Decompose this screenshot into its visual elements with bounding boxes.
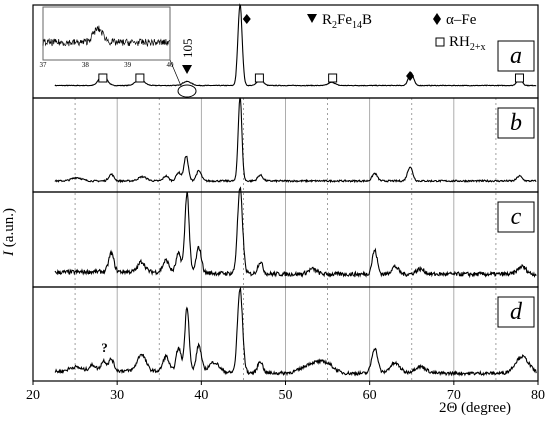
panel-letter-b: b xyxy=(510,110,522,136)
marker-square xyxy=(328,73,338,83)
legend-label-alpha-fe: α–Fe xyxy=(446,12,477,28)
legend-symbol-square xyxy=(435,37,445,47)
x-axis-title: 2Θ (degree) xyxy=(439,400,511,416)
y-axis-title-italic: I xyxy=(1,250,17,257)
series-b xyxy=(54,97,537,184)
panel-letter-box-d xyxy=(497,296,535,328)
x-tick-label: 60 xyxy=(363,388,377,403)
x-tick-label: 30 xyxy=(110,388,124,403)
x-tick-label: 20 xyxy=(26,388,40,403)
phase-markers: 105 xyxy=(98,14,524,98)
inset-series xyxy=(42,25,170,48)
panel-letter-box-b xyxy=(497,107,535,139)
panel-letter-a: a xyxy=(510,43,522,69)
series-d xyxy=(54,286,537,377)
x-tick-label: 70 xyxy=(447,388,461,403)
marker-triangle xyxy=(182,65,193,74)
x-tick-label: 80 xyxy=(531,388,545,403)
x-tick-label: 40 xyxy=(194,388,208,403)
annotation-question: ? xyxy=(101,340,108,355)
series-a xyxy=(54,3,537,87)
inset-tick-label: 38 xyxy=(82,61,90,69)
label-105: 105 xyxy=(180,39,195,59)
highlight-ellipse xyxy=(177,84,197,98)
marker-diamond xyxy=(242,14,251,24)
panel-letter-box-c xyxy=(497,201,535,233)
legend-symbol-diamond xyxy=(433,13,441,25)
inset-tick-label: 40 xyxy=(167,61,175,69)
marker-square xyxy=(514,73,524,83)
marker-square xyxy=(98,73,108,83)
panel-letter-d: d xyxy=(510,299,523,325)
marker-square xyxy=(254,73,264,83)
x-tick-label: 50 xyxy=(279,388,293,403)
marker-diamond xyxy=(406,71,415,81)
y-axis-title-rest: (a.un.) xyxy=(1,208,17,251)
inset: 37 38 39 40 xyxy=(40,6,182,87)
inset-tick-label: 39 xyxy=(124,61,132,69)
legend-symbol-triangle xyxy=(307,14,317,23)
series xyxy=(54,3,537,377)
y-axis-title: I (a.un.) xyxy=(1,208,17,257)
legend-label-rh2x: RH2+x xyxy=(449,34,485,53)
x-axis: 20 30 40 50 60 70 80 xyxy=(26,381,545,403)
inset-tick-label: 37 xyxy=(40,61,48,69)
series-c xyxy=(54,186,537,279)
marker-square xyxy=(135,73,145,83)
panel-letter-c: c xyxy=(511,204,522,230)
legend-label-r2fe14b: R2Fe14B xyxy=(322,12,372,31)
inset-leader xyxy=(169,59,182,87)
gridlines xyxy=(74,98,497,381)
panel-letter-box-a xyxy=(497,40,535,72)
legend: R2Fe14B α–Fe RH2+x xyxy=(307,12,485,53)
inset-frame xyxy=(42,6,171,61)
panels: a b c d? xyxy=(32,4,539,382)
